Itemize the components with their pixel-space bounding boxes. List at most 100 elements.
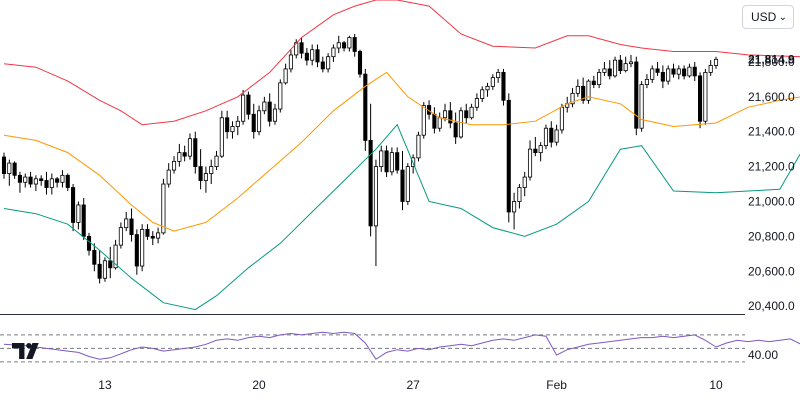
candle[interactable]	[33, 175, 38, 192]
candle[interactable]	[92, 243, 97, 272]
candle[interactable]	[161, 178, 166, 235]
candle[interactable]	[581, 77, 586, 104]
candle[interactable]	[591, 75, 596, 89]
rsi-pane[interactable]: 40.00	[0, 331, 800, 363]
candle[interactable]	[86, 232, 92, 256]
candle[interactable]	[389, 147, 394, 176]
candle[interactable]	[384, 145, 389, 178]
candle[interactable]	[124, 211, 129, 232]
candle[interactable]	[278, 79, 283, 113]
candle[interactable]	[187, 133, 193, 160]
candle[interactable]	[331, 44, 336, 62]
candle[interactable]	[1, 152, 7, 179]
candle[interactable]	[193, 131, 198, 174]
candle[interactable]	[586, 79, 591, 104]
candle[interactable]	[320, 56, 325, 73]
candle[interactable]	[225, 110, 230, 139]
candle[interactable]	[517, 184, 522, 209]
candle[interactable]	[522, 171, 527, 197]
candle[interactable]	[129, 208, 134, 242]
candle[interactable]	[28, 171, 33, 188]
time-axis[interactable]: 132027Feb1013	[98, 378, 800, 392]
candle[interactable]	[570, 88, 575, 108]
candle[interactable]	[108, 246, 113, 279]
candle[interactable]	[421, 102, 426, 139]
candle[interactable]	[469, 103, 474, 120]
candle[interactable]	[150, 231, 155, 246]
candle[interactable]	[634, 56, 639, 136]
tradingview-logo-icon[interactable]	[12, 341, 44, 361]
candle[interactable]	[219, 110, 224, 158]
candle[interactable]	[145, 224, 150, 240]
candle[interactable]	[575, 79, 580, 97]
candle[interactable]	[708, 60, 713, 76]
candle[interactable]	[527, 140, 533, 181]
candle[interactable]	[655, 61, 660, 76]
price-axis[interactable]: 21,800.0 21,600.0 21,400.0 21,200.0 21,000.0…	[748, 52, 795, 313]
candle[interactable]	[251, 103, 256, 139]
candle[interactable]	[214, 150, 219, 171]
candle[interactable]	[554, 124, 559, 146]
candle[interactable]	[357, 49, 363, 78]
candle[interactable]	[703, 68, 708, 125]
candle[interactable]	[639, 81, 644, 132]
candle[interactable]	[442, 103, 448, 122]
candle[interactable]	[363, 68, 368, 151]
candlestick-pane[interactable]	[1, 34, 719, 284]
candle[interactable]	[400, 150, 405, 211]
candle[interactable]	[347, 35, 352, 52]
candle[interactable]	[464, 103, 469, 123]
candle[interactable]	[612, 56, 618, 78]
candle[interactable]	[480, 86, 485, 103]
candle[interactable]	[538, 142, 543, 162]
candle[interactable]	[235, 116, 240, 136]
candle[interactable]	[682, 65, 687, 80]
candle[interactable]	[549, 121, 554, 148]
candle[interactable]	[453, 112, 458, 144]
candle[interactable]	[49, 173, 54, 195]
candle[interactable]	[71, 184, 76, 232]
candle[interactable]	[490, 74, 495, 90]
candle[interactable]	[140, 224, 145, 272]
candle[interactable]	[496, 68, 501, 83]
candle[interactable]	[352, 34, 357, 57]
candle[interactable]	[97, 250, 102, 284]
candle[interactable]	[241, 89, 246, 125]
candle[interactable]	[134, 229, 139, 275]
candle[interactable]	[666, 65, 671, 85]
candle[interactable]	[267, 93, 272, 127]
candle[interactable]	[203, 166, 208, 193]
candle[interactable]	[506, 93, 511, 223]
candle[interactable]	[230, 121, 235, 139]
candle[interactable]	[55, 177, 60, 188]
candle[interactable]	[474, 93, 479, 111]
candle[interactable]	[118, 222, 123, 249]
candle[interactable]	[432, 107, 437, 134]
candle[interactable]	[607, 60, 612, 80]
candle[interactable]	[671, 63, 676, 78]
candle[interactable]	[299, 37, 304, 59]
candle[interactable]	[44, 171, 49, 195]
candle[interactable]	[533, 136, 538, 157]
candle[interactable]	[81, 197, 86, 240]
candle[interactable]	[166, 163, 171, 188]
candle[interactable]	[618, 54, 623, 75]
candle[interactable]	[65, 173, 70, 192]
candle[interactable]	[288, 49, 293, 73]
candle[interactable]	[256, 105, 262, 136]
candle[interactable]	[373, 159, 378, 267]
candle[interactable]	[650, 65, 655, 83]
currency-selector[interactable]: USD ⌄	[742, 5, 794, 29]
candle[interactable]	[379, 145, 384, 172]
candle[interactable]	[262, 96, 267, 115]
candle[interactable]	[198, 149, 203, 190]
candle[interactable]	[342, 40, 347, 52]
candle[interactable]	[676, 65, 681, 80]
candle[interactable]	[458, 107, 464, 139]
candle[interactable]	[512, 192, 517, 230]
candle[interactable]	[156, 227, 161, 244]
candle[interactable]	[102, 257, 108, 282]
candle[interactable]	[559, 103, 564, 134]
candle[interactable]	[310, 44, 315, 66]
